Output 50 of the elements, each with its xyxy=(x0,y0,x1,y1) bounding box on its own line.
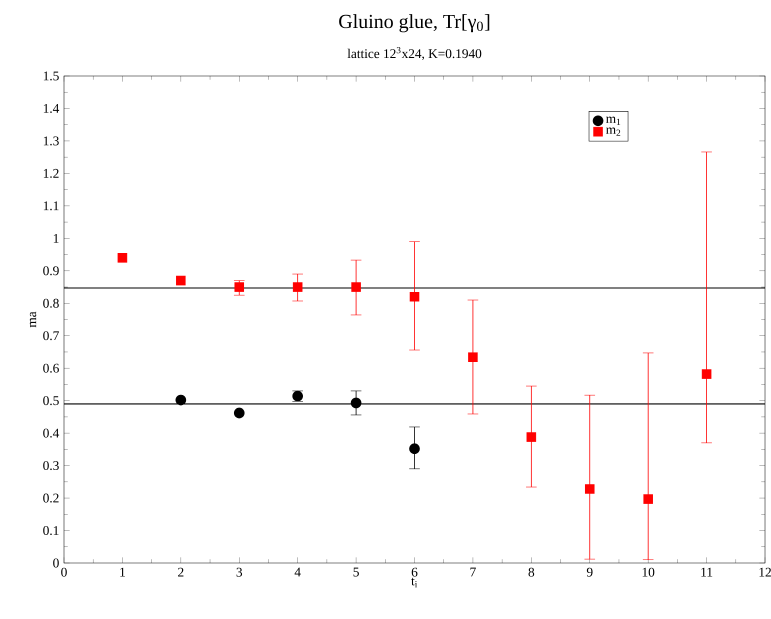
y-tick-label: 0.5 xyxy=(43,396,59,406)
chart-title: Gluino glue, Tr[γ$_{0}$] xyxy=(339,14,490,32)
y-tick-label: 1.3 xyxy=(44,136,59,146)
x-tick-label: 8 xyxy=(528,568,534,577)
point xyxy=(234,282,244,292)
y-tick-label: 0.3 xyxy=(43,461,59,470)
y-tick-label: 0.1 xyxy=(43,526,59,536)
y-tick-label: 0.9 xyxy=(43,266,59,276)
point xyxy=(410,292,420,302)
point xyxy=(292,282,302,292)
y-tick-label: 0.2 xyxy=(43,494,59,503)
point xyxy=(584,484,595,494)
x-tick-label: 6 xyxy=(412,568,418,577)
x-tick-label: 7 xyxy=(470,568,476,576)
x-tick-label: 11 xyxy=(701,568,712,576)
point xyxy=(643,494,653,504)
x-tick-label: 2 xyxy=(178,568,184,576)
y-tick-label: 1.1 xyxy=(44,201,59,210)
point xyxy=(702,369,712,379)
legend-label: m$_{1}$ xyxy=(606,116,620,125)
y-tick-label: 1.5 xyxy=(44,72,59,80)
y-tick-label: 0 xyxy=(53,558,59,568)
y-tick-label: 1 xyxy=(54,234,59,243)
x-axis-title: t$_{i}$ xyxy=(411,578,418,588)
point xyxy=(526,432,536,442)
point xyxy=(468,352,478,362)
y-tick-label: 0.7 xyxy=(43,331,59,340)
point xyxy=(409,443,420,454)
x-tick-label: 1 xyxy=(120,568,125,576)
y-axis-title: ma xyxy=(30,312,36,328)
legend-label: m$_{2}$ xyxy=(606,128,620,136)
y-tick-label: 0.6 xyxy=(43,364,59,373)
point xyxy=(350,398,362,408)
x-tick-label: 4 xyxy=(294,568,301,576)
x-tick-label: 10 xyxy=(642,568,654,577)
point xyxy=(176,276,186,286)
y-tick-label: 1.2 xyxy=(44,168,59,178)
point xyxy=(176,394,186,406)
point xyxy=(234,408,245,418)
chart-subtitle: lattice 12$^{3}$x24, K=0.1940 xyxy=(348,47,482,60)
x-tick-label: 12 xyxy=(760,568,771,576)
x-tick-label: 0 xyxy=(61,568,67,577)
point xyxy=(118,253,128,263)
x-tick-label: 3 xyxy=(236,568,242,577)
y-tick-label: 0.8 xyxy=(43,298,59,308)
x-tick-label: 5 xyxy=(354,568,359,577)
x-tick-label: 9 xyxy=(586,568,593,577)
y-tick-label: 1.4 xyxy=(44,104,60,113)
y-tick-label: 0.4 xyxy=(43,428,60,438)
point xyxy=(351,282,361,292)
